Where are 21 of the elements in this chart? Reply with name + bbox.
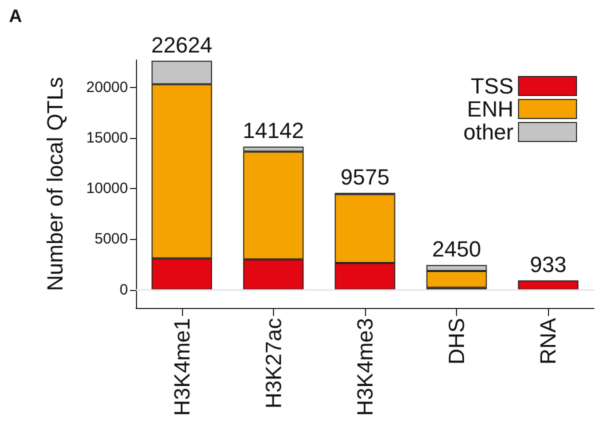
legend-label: TSS <box>470 74 514 98</box>
y-tick-label: 20000 <box>86 78 128 96</box>
total-label: 22624 <box>151 32 212 58</box>
total-label: 933 <box>530 252 567 277</box>
bar <box>518 280 578 290</box>
chart-title: A <box>9 6 22 26</box>
x-tick-label: H3K4me1 <box>169 318 194 416</box>
x-tick-label: RNA <box>536 318 561 364</box>
y-tick-label: 15000 <box>86 129 128 146</box>
legend-label: ENH <box>467 96 514 122</box>
total-label: 14142 <box>242 118 304 144</box>
y-tick-label: 0 <box>120 281 128 298</box>
total-label: 2450 <box>432 236 482 262</box>
y-tick-label: 10000 <box>86 180 128 198</box>
x-tick-label: H3K27ac <box>260 318 286 409</box>
legend-label: other <box>463 120 514 144</box>
y-axis-title: Number of local QTLs <box>42 77 68 291</box>
y-tick-label: 5000 <box>94 230 128 248</box>
x-tick-label: DHS <box>444 318 470 364</box>
x-tick-label: H3K4me3 <box>352 318 378 416</box>
total-label: 9575 <box>340 164 390 190</box>
